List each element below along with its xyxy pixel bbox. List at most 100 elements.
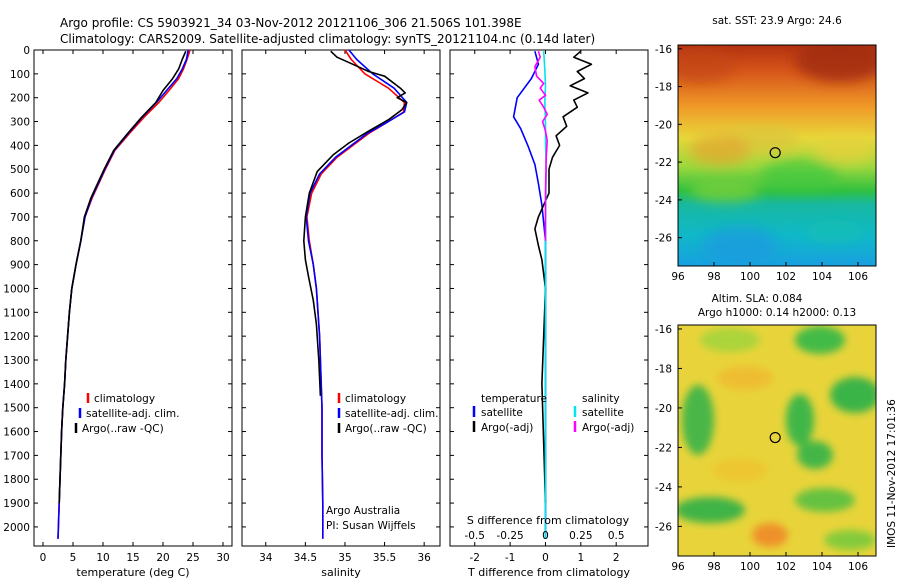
- legend-label-satellite: satellite-adj. clim.: [345, 408, 438, 420]
- x-tick-label: 20: [156, 552, 169, 564]
- y-tick-label: 1000: [3, 283, 30, 295]
- map-x-tick-label: 96: [671, 561, 685, 573]
- y-tick-label: 1600: [3, 427, 30, 439]
- y-tick-label: 500: [10, 164, 30, 176]
- x-tick-label: 35.5: [373, 552, 396, 564]
- temperature-xlabel: temperature (deg C): [76, 566, 189, 579]
- y-tick-label: 800: [10, 236, 30, 248]
- s-tick-label: -0.25: [497, 530, 524, 542]
- map-x-tick-label: 96: [671, 271, 685, 283]
- y-tick-label: 600: [10, 188, 30, 200]
- map-x-tick-label: 104: [812, 271, 832, 283]
- x-tick-label: 1: [577, 552, 584, 564]
- s-tick-label: 0.25: [569, 530, 592, 542]
- salinity-xlabel: salinity: [321, 566, 361, 579]
- sla-field: [678, 325, 876, 556]
- sla-map-title: Altim. SLA: 0.084: [712, 293, 803, 305]
- y-tick-label: 1800: [3, 474, 30, 486]
- difference-plot: -2 -1 0 1 2 -0.5 -0.25 0 0.25 0.5: [450, 49, 648, 564]
- map-y-tick-label: -20: [655, 403, 672, 415]
- series-line-s-satellite: [542, 51, 548, 539]
- salinity-annotation-line2: PI: Susan Wijffels: [326, 520, 416, 532]
- series-line-s-argo: [534, 50, 549, 241]
- series-line-satellite: [305, 49, 408, 539]
- sla-map-axes: 96 98 100 102 104 106 -16 -18 -20 -22 -24 -26: [655, 324, 868, 573]
- x-tick-label: 34.5: [294, 552, 317, 564]
- x-tick-label: 0: [542, 552, 549, 564]
- y-tick-label: 100: [10, 69, 30, 81]
- map-y-tick-label: -26: [655, 233, 672, 245]
- map-x-tick-label: 98: [707, 271, 720, 283]
- x-tick-label: 34: [259, 552, 273, 564]
- salinity-legend: climatology satellite-adj. clim. Argo(..…: [326, 393, 438, 532]
- map-y-tick-label: -24: [655, 482, 672, 494]
- sla-map-subtitle: Argo h1000: 0.14 h2000: 0.13: [698, 307, 856, 319]
- series-line-satellite: [57, 49, 189, 539]
- y-tick-label: 0: [23, 45, 30, 57]
- salinity-axes: [241, 49, 441, 547]
- x-tick-label: 35: [338, 552, 351, 564]
- x-tick-label: 10: [96, 552, 109, 564]
- sst-field: [678, 45, 876, 266]
- y-tick-label: 1100: [3, 307, 30, 319]
- y-tick-label: 700: [10, 212, 30, 224]
- map-x-tick-label: 102: [776, 561, 796, 573]
- header-line2: Climatology: CARS2009. Satellite-adjuste…: [60, 32, 595, 46]
- map-x-tick-label: 100: [740, 561, 760, 573]
- map-x-tick-label: 104: [812, 561, 832, 573]
- series-line-argo: [58, 50, 187, 504]
- y-tick-label: 1300: [3, 355, 30, 367]
- map-y-tick-label: -24: [655, 195, 672, 207]
- series-line-climatology: [57, 49, 191, 539]
- temperature-plot: 0100200300400500600700800900100011001200…: [3, 45, 232, 564]
- y-tick-label: 400: [10, 140, 30, 152]
- sla-map-frame: [677, 324, 877, 557]
- legend-label-argo: Argo(..raw -QC): [82, 423, 164, 435]
- sst-map-title: sat. SST: 23.9 Argo: 24.6: [712, 15, 842, 27]
- map-y-tick-label: -18: [655, 363, 672, 375]
- temperature-legend: climatology satellite-adj. clim. Argo(..…: [74, 393, 179, 435]
- map-x-tick-label: 106: [848, 271, 868, 283]
- x-tick-label: 5: [70, 552, 77, 564]
- s-tick-label: 0.5: [608, 530, 625, 542]
- y-tick-label: 900: [10, 260, 30, 272]
- legend-label-t-argo: Argo(-adj): [481, 422, 533, 434]
- s-tick-label: 0: [542, 530, 549, 542]
- salinity-annotation-line1: Argo Australia: [326, 505, 400, 517]
- x-tick-label: 2: [613, 552, 620, 564]
- y-tick-label: 300: [10, 117, 30, 129]
- series-line-argo: [302, 50, 408, 396]
- map-x-tick-label: 106: [848, 561, 868, 573]
- difference-xlabel-top: S difference from climatology: [467, 514, 630, 527]
- map-x-tick-label: 102: [776, 271, 796, 283]
- legend-label-satellite: satellite-adj. clim.: [86, 408, 179, 420]
- legend-label-climatology: climatology: [345, 393, 406, 405]
- difference-axes: [449, 49, 649, 547]
- series-line-t-satellite: [512, 50, 547, 539]
- argo-location-marker: [769, 431, 781, 444]
- x-tick-label: -1: [505, 552, 515, 564]
- y-tick-label: 2000: [3, 522, 30, 534]
- map-y-tick-label: -22: [655, 157, 672, 169]
- header-line1: Argo profile: CS 5903921_34 03-Nov-2012 …: [60, 16, 522, 30]
- legend-label-s-argo: Argo(-adj): [582, 422, 634, 434]
- map-y-tick-label: -20: [655, 119, 672, 131]
- map-x-tick-label: 98: [707, 561, 720, 573]
- legend-title-salinity: salinity: [582, 393, 620, 405]
- map-y-tick-label: -16: [655, 324, 672, 336]
- x-tick-label: 0: [40, 552, 47, 564]
- salinity-plot: 34 34.5 35 35.5 36: [242, 49, 440, 564]
- y-tick-label: 1700: [3, 450, 30, 462]
- y-tick-label: 1400: [3, 379, 30, 391]
- x-tick-label: 15: [126, 552, 139, 564]
- legend-label-argo: Argo(..raw -QC): [345, 423, 427, 435]
- y-tick-label: 1500: [3, 403, 30, 415]
- argo-location-marker: [769, 147, 781, 159]
- map-y-tick-label: -16: [655, 44, 672, 56]
- difference-legend: temperature salinity satellite Argo(-adj…: [472, 393, 634, 434]
- x-tick-label: 36: [417, 552, 431, 564]
- temperature-axes: [33, 49, 233, 547]
- x-tick-label: 30: [216, 552, 229, 564]
- legend-title-temperature: temperature: [481, 393, 547, 405]
